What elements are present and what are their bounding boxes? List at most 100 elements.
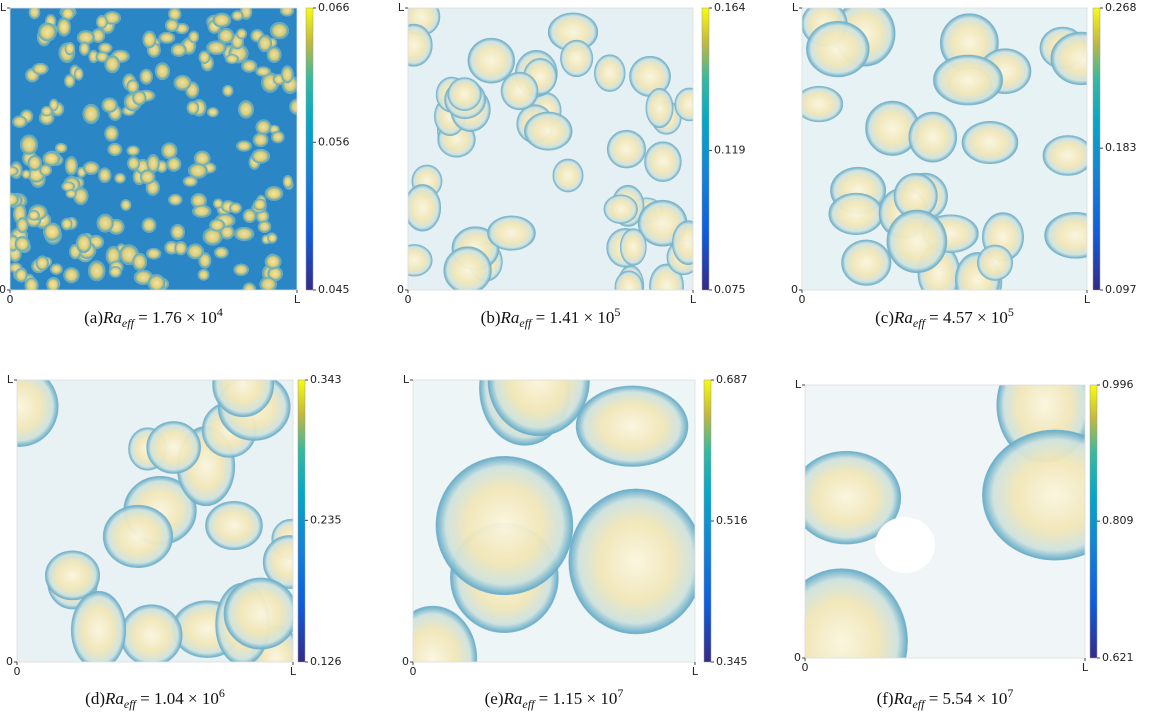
plume (500, 71, 539, 111)
x-tick-label: 0 (799, 293, 806, 306)
plume (1050, 31, 1087, 86)
plume (408, 244, 433, 277)
colorbar-tick-label: 0.045 (318, 283, 350, 296)
plume (443, 246, 492, 290)
x-tick-label: L (692, 665, 699, 678)
y-tick-label: 0 (794, 651, 801, 664)
plume (594, 54, 626, 92)
plume (841, 239, 892, 286)
plume (271, 130, 285, 144)
plume (120, 604, 183, 662)
plume (222, 84, 234, 97)
plume (435, 456, 574, 596)
plume (568, 488, 695, 635)
plume (674, 87, 693, 122)
x-tick-label: 0 (802, 661, 809, 674)
plume (141, 217, 157, 233)
plume (186, 243, 205, 260)
plume (212, 380, 275, 418)
plume (282, 175, 293, 189)
y-tick-label: L (792, 1, 799, 14)
colorbar-tick-label: 0.345 (716, 655, 748, 668)
plume (79, 41, 90, 56)
plume (206, 107, 219, 118)
plume (28, 8, 41, 20)
plume (187, 162, 208, 179)
caption-symbol: Ra (893, 689, 913, 708)
plume (127, 156, 141, 171)
caption-exponent: 7 (1007, 686, 1013, 700)
plume (1044, 212, 1087, 259)
plume (413, 605, 478, 662)
panel: 0 L 0 L 0.075 0.119 0.164 (b)Raeff = 1.41 × 105 (397, 1, 746, 330)
plume (96, 15, 108, 29)
x-tick-label: L (1084, 293, 1091, 306)
plume (14, 236, 31, 252)
caption-subscript: eff (522, 697, 536, 711)
caption-symbol: Ra (503, 689, 523, 708)
plot-frame (804, 384, 1086, 659)
plume (206, 40, 227, 55)
plume (257, 220, 272, 233)
y-tick-label: L (795, 378, 802, 391)
plume (102, 504, 174, 568)
plume (146, 247, 162, 260)
plume (257, 34, 273, 53)
x-tick-label: 0 (405, 293, 412, 306)
plume (158, 31, 176, 44)
caption-text: = 1.04 × 10 (136, 689, 219, 708)
plume (264, 254, 282, 270)
y-tick-label: 0 (0, 283, 6, 296)
plot-frame (407, 7, 694, 291)
plume (174, 241, 188, 256)
colorbar-tick-label: 0.235 (310, 513, 342, 526)
plume (524, 111, 573, 151)
plume (101, 97, 118, 113)
plume (98, 167, 112, 184)
y-tick-label: L (0, 1, 7, 14)
plume (487, 380, 590, 437)
caption-subscript: eff (912, 697, 926, 711)
plume (147, 274, 166, 290)
plume (56, 17, 71, 37)
plume (603, 194, 638, 224)
plume (170, 224, 186, 241)
plume (238, 100, 254, 119)
plume (242, 282, 257, 290)
plume (132, 252, 148, 271)
colorbar-tick-label: 0.621 (1102, 651, 1134, 664)
plume (188, 30, 200, 44)
plume (606, 129, 646, 169)
plume (255, 119, 272, 135)
plume (42, 151, 61, 167)
y-tick-label: 0 (397, 283, 404, 296)
plume (82, 161, 100, 175)
plume (977, 244, 1014, 281)
plume (886, 209, 948, 274)
plume (236, 140, 252, 152)
plume (10, 166, 19, 177)
caption: (c)Raeff = 4.57 × 105 (875, 305, 1014, 330)
plume (61, 217, 73, 231)
plume (17, 380, 59, 447)
plume (961, 120, 1019, 165)
plume (104, 125, 119, 142)
plume (37, 22, 57, 42)
plume (487, 215, 536, 251)
plume (73, 67, 84, 81)
plume (54, 142, 68, 154)
panel: 0 L 0 L 0.345 0.516 0.687 (e)Raeff = 1.15 × 107 (402, 373, 748, 711)
plume (447, 77, 482, 111)
plume (408, 184, 442, 232)
plume (65, 189, 77, 199)
plume (82, 103, 100, 124)
plume (251, 148, 271, 164)
caption-text: = 1.15 × 10 (534, 689, 617, 708)
plume (12, 115, 28, 128)
plume (24, 277, 39, 290)
plume (259, 276, 278, 290)
plume (146, 421, 201, 474)
x-tick-label: 0 (410, 665, 417, 678)
plume (63, 267, 80, 284)
caption-text: = 4.57 × 10 (925, 308, 1008, 327)
